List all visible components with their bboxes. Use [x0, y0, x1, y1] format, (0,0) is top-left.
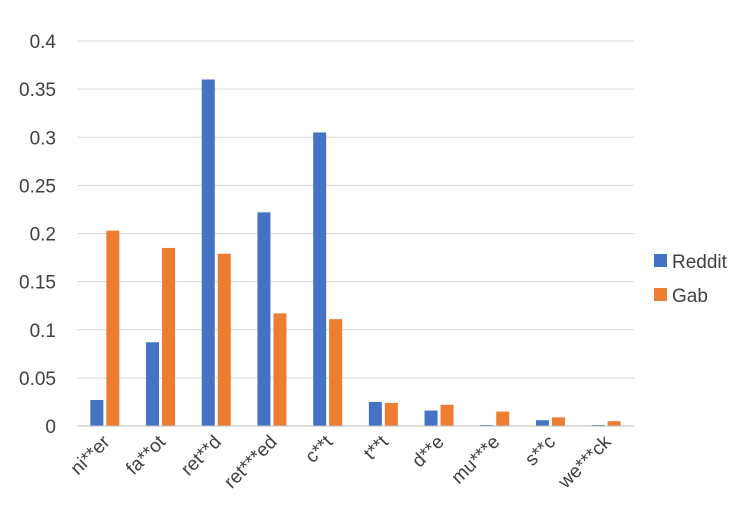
bar-gab [440, 404, 454, 426]
bar-reddit [257, 212, 271, 426]
bar-gab [329, 319, 343, 426]
bars [90, 79, 621, 426]
bar-gab [162, 247, 176, 426]
bar-gab [551, 417, 565, 426]
y-tick-label: 0.4 [30, 32, 57, 53]
bar-reddit [535, 420, 549, 426]
y-tick-label: 0.35 [19, 80, 56, 101]
bar-gab [273, 313, 287, 426]
x-category-label: we***ck [554, 431, 616, 493]
x-category-label: d**e [408, 432, 448, 472]
x-category-label: ni**er [67, 431, 115, 479]
y-tick-label: 0 [45, 417, 56, 438]
legend-swatch-reddit [654, 254, 667, 267]
bar-reddit [368, 401, 382, 426]
x-category-label: t**t [360, 431, 393, 464]
bar-reddit [424, 410, 438, 426]
x-category-label: mu***e [448, 432, 505, 489]
y-tick-label: 0.1 [30, 321, 56, 342]
y-tick-label: 0.3 [30, 128, 56, 149]
x-category-label: ret***ed [220, 432, 281, 493]
bar-gab [496, 411, 510, 426]
bar-gab [106, 230, 120, 426]
bar-gab [607, 421, 621, 426]
y-tick-label: 0.25 [19, 176, 56, 197]
x-category-label: fa**ot [122, 431, 170, 479]
x-category-label: s**c [521, 432, 560, 471]
bar-reddit [313, 132, 327, 426]
bar-gab [217, 253, 231, 426]
bar-gab [384, 402, 398, 426]
legend-label-reddit: Reddit [672, 252, 728, 273]
legend-swatch-gab [654, 288, 667, 301]
y-axis-ticks: 0 0.05 0.1 0.15 0.2 0.25 0.3 0.35 0.4 [19, 32, 56, 438]
gridlines [77, 40, 634, 379]
y-tick-label: 0.05 [19, 369, 56, 390]
y-tick-label: 0.2 [30, 225, 56, 246]
x-category-label: c**t [301, 431, 337, 467]
bar-reddit [146, 342, 160, 426]
bar-reddit [90, 400, 104, 426]
legend: Reddit Gab [654, 252, 728, 307]
y-tick-label: 0.15 [19, 273, 56, 294]
x-category-label: ret**d [177, 432, 225, 480]
legend-label-gab: Gab [672, 286, 708, 307]
bar-reddit [201, 79, 215, 426]
